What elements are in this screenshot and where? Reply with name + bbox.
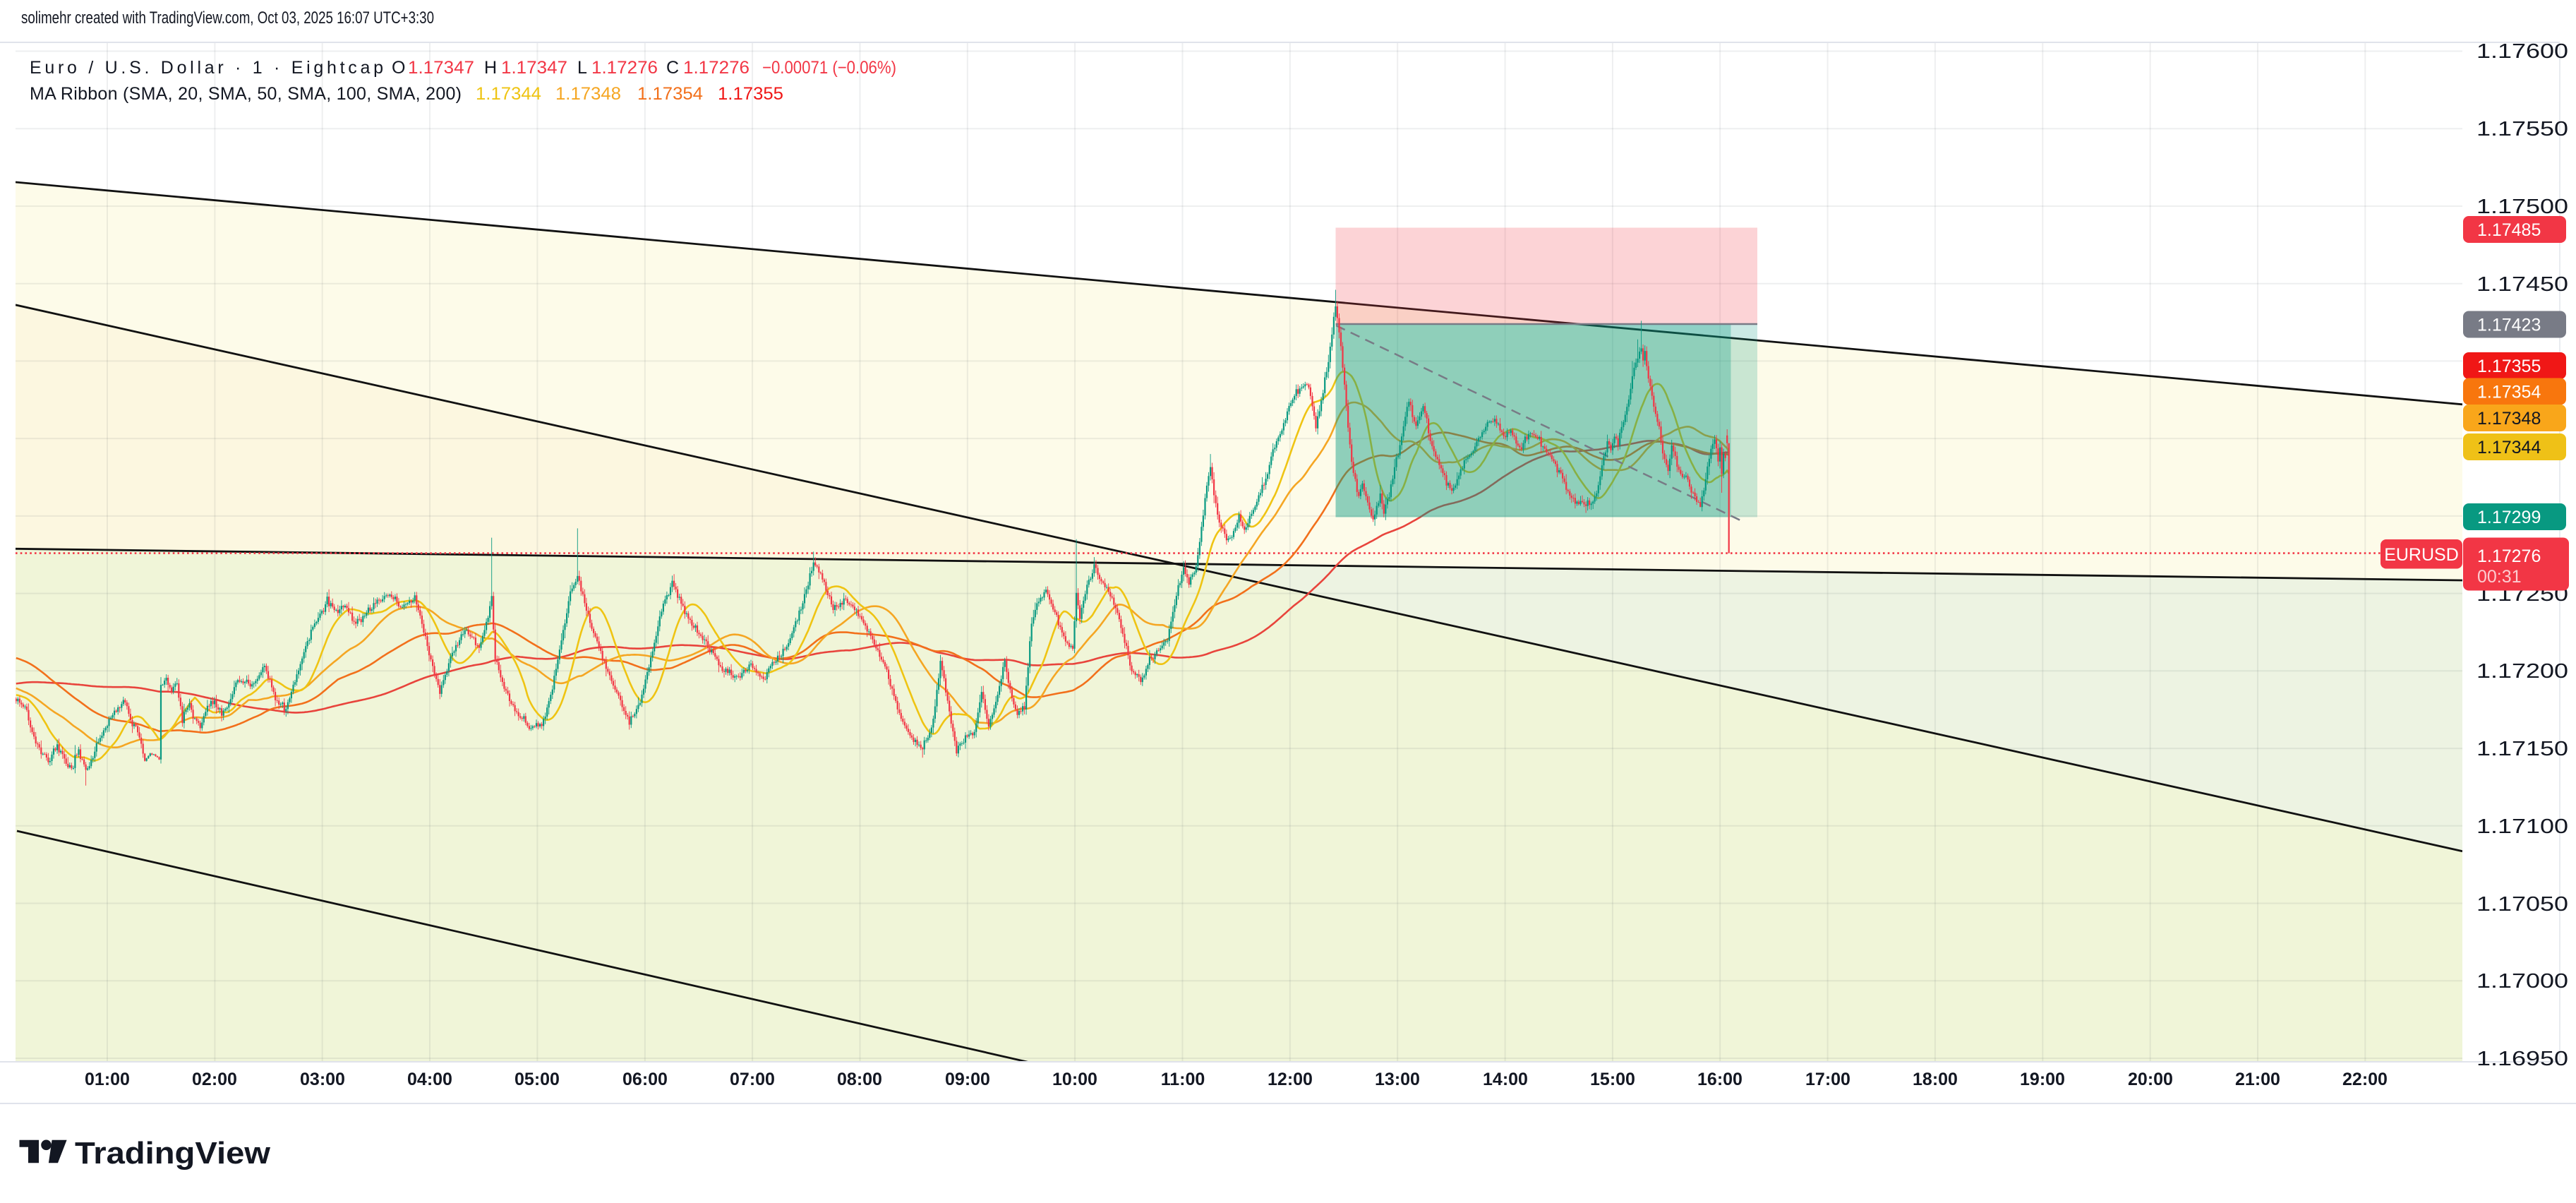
- svg-text:EURUSD: EURUSD: [2384, 545, 2459, 565]
- svg-text:1.17355: 1.17355: [718, 84, 783, 104]
- svg-text:C: C: [666, 58, 679, 78]
- svg-text:05:00: 05:00: [514, 1070, 560, 1089]
- svg-text:20:00: 20:00: [2128, 1070, 2173, 1089]
- svg-text:00:31: 00:31: [2477, 567, 2522, 587]
- svg-text:MA Ribbon (SMA, 20, SMA, 50, S: MA Ribbon (SMA, 20, SMA, 50, SMA, 100, S…: [30, 84, 462, 104]
- svg-text:1.17150: 1.17150: [2476, 738, 2568, 760]
- svg-text:1.17354: 1.17354: [2477, 383, 2541, 402]
- svg-text:1.17355: 1.17355: [2477, 357, 2541, 376]
- svg-text:1.17423: 1.17423: [2477, 316, 2541, 335]
- svg-text:14:00: 14:00: [1483, 1070, 1528, 1089]
- svg-text:07:00: 07:00: [730, 1070, 775, 1089]
- svg-text:1.16950: 1.16950: [2476, 1048, 2568, 1070]
- svg-text:1.17276: 1.17276: [2477, 546, 2541, 566]
- svg-text:11:00: 11:00: [1161, 1070, 1205, 1089]
- svg-text:1.17550: 1.17550: [2476, 118, 2568, 140]
- svg-text:1.17276: 1.17276: [591, 58, 658, 78]
- svg-text:1.17200: 1.17200: [2476, 660, 2568, 683]
- svg-text:12:00: 12:00: [1268, 1070, 1313, 1089]
- svg-text:06:00: 06:00: [622, 1070, 668, 1089]
- svg-text:15:00: 15:00: [1590, 1070, 1635, 1089]
- svg-text:−0.00071 (−0.06%): −0.00071 (−0.06%): [762, 58, 896, 78]
- svg-text:16:00: 16:00: [1697, 1070, 1743, 1089]
- svg-text:1.17344: 1.17344: [476, 84, 541, 104]
- svg-text:1.17485: 1.17485: [2477, 220, 2541, 240]
- svg-text:18:00: 18:00: [1913, 1070, 1958, 1089]
- svg-text:H: H: [484, 58, 497, 78]
- svg-text:21:00: 21:00: [2235, 1070, 2280, 1089]
- svg-text:17:00: 17:00: [1805, 1070, 1850, 1089]
- svg-text:1.17344: 1.17344: [2477, 438, 2541, 457]
- svg-text:solimehr created with TradingV: solimehr created with TradingView.com, O…: [21, 8, 434, 28]
- svg-text:13:00: 13:00: [1375, 1070, 1420, 1089]
- svg-text:01:00: 01:00: [85, 1070, 130, 1089]
- svg-text:08:00: 08:00: [837, 1070, 882, 1089]
- svg-text:1.17000: 1.17000: [2476, 970, 2568, 993]
- svg-text:03:00: 03:00: [300, 1070, 345, 1089]
- svg-text:1.17276: 1.17276: [683, 58, 750, 78]
- svg-text:L: L: [577, 58, 587, 78]
- svg-text:10:00: 10:00: [1052, 1070, 1097, 1089]
- svg-text:09:00: 09:00: [945, 1070, 990, 1089]
- svg-text:02:00: 02:00: [192, 1070, 237, 1089]
- svg-text:1.17100: 1.17100: [2476, 815, 2568, 838]
- svg-text:1.17347: 1.17347: [408, 58, 474, 78]
- svg-text:1.17354: 1.17354: [637, 84, 703, 104]
- svg-text:1.17347: 1.17347: [501, 58, 567, 78]
- svg-text:TradingView: TradingView: [75, 1136, 271, 1171]
- svg-text:1.17600: 1.17600: [2476, 40, 2568, 63]
- svg-text:1.17500: 1.17500: [2476, 196, 2568, 218]
- svg-text:O: O: [392, 58, 405, 78]
- svg-text:04:00: 04:00: [407, 1070, 452, 1089]
- svg-text:1.17450: 1.17450: [2476, 273, 2568, 296]
- svg-text:19:00: 19:00: [2020, 1070, 2065, 1089]
- svg-text:1.17050: 1.17050: [2476, 893, 2568, 916]
- svg-text:1.17348: 1.17348: [2477, 409, 2541, 429]
- svg-text:22:00: 22:00: [2342, 1070, 2388, 1089]
- svg-text:Euro / U.S. Dollar · 1 · Eight: Euro / U.S. Dollar · 1 · Eightcap: [30, 58, 383, 78]
- svg-text:1.17348: 1.17348: [555, 84, 621, 104]
- svg-text:1.17299: 1.17299: [2477, 508, 2541, 527]
